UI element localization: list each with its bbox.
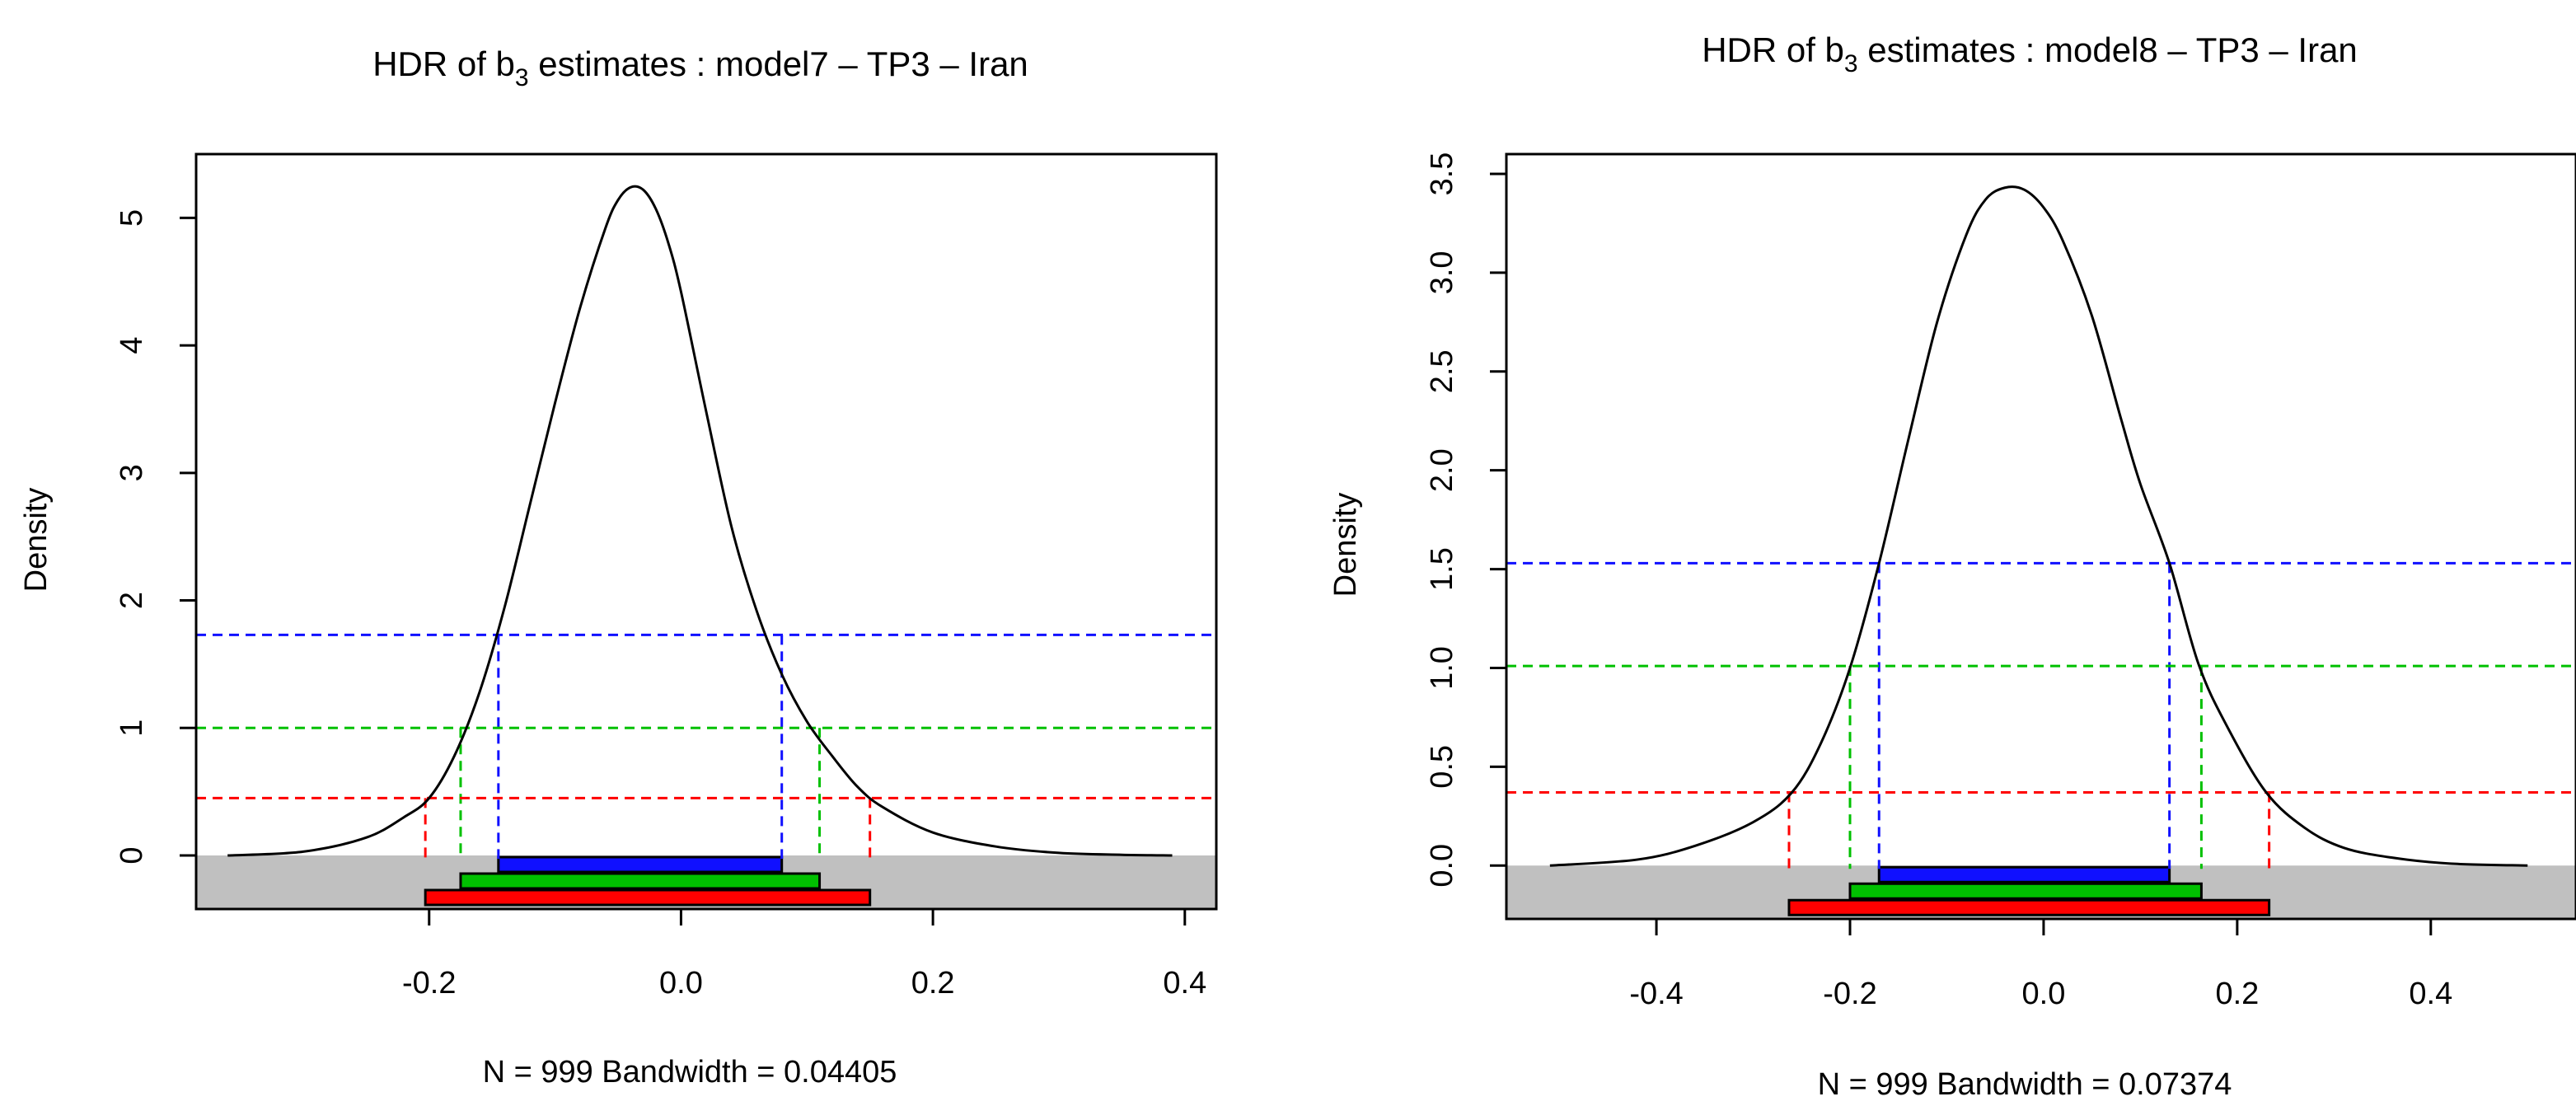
- x-tick-label: 0.4: [2409, 977, 2452, 1011]
- y-tick-label: 2: [115, 592, 149, 609]
- chart-panel-2: -0.4 -0.2 0.0 0.2 0.4 0.0 0.5 1.0 1.5 2.0 2.5 3.0 3.…: [1328, 30, 2576, 1102]
- y-tick-label: 2.5: [1425, 349, 1459, 393]
- y-tick-label: 1: [115, 719, 149, 737]
- x-tick-label: -0.2: [1823, 977, 1876, 1011]
- y-axis: 0 1 2 3 4 5: [115, 209, 198, 865]
- y-axis-label: Density: [1328, 493, 1363, 597]
- hdr-bar-95: [459, 872, 822, 890]
- x-axis: -0.2 0.0 0.2 0.4: [402, 907, 1206, 1001]
- y-tick-label: 3.0: [1425, 251, 1459, 294]
- chart-title: HDR of b3 estimates : model8 – TP3 – Ira…: [1702, 30, 2358, 77]
- x-tick-label: 0.4: [1163, 966, 1206, 1001]
- x-axis-label: N = 999 Bandwidth = 0.07374: [1818, 1067, 2232, 1102]
- hdr-bar-50: [497, 855, 784, 874]
- x-tick-label: 0.0: [659, 966, 703, 1001]
- y-tick-label: 5: [115, 209, 149, 227]
- hdr-bar-95: [1848, 882, 2203, 900]
- y-tick-label: 0.5: [1425, 745, 1459, 789]
- x-axis: -0.4 -0.2 0.0 0.2 0.4: [1629, 917, 2452, 1011]
- plot-frame: [194, 152, 1218, 911]
- hdr-bar-99: [424, 888, 872, 907]
- density-curve: [227, 185, 1173, 857]
- chart-title: HDR of b3 estimates : model7 – TP3 – Ira…: [372, 45, 1028, 91]
- y-axis-label: Density: [19, 488, 54, 593]
- plot-frame: [1505, 152, 2576, 921]
- y-tick-label: 0.0: [1425, 844, 1459, 888]
- y-tick-label: 1.5: [1425, 547, 1459, 591]
- y-tick-label: 4: [115, 337, 149, 354]
- density-curve: [1549, 185, 2528, 867]
- x-tick-label: -0.4: [1629, 977, 1683, 1011]
- x-tick-label: 0.0: [2022, 977, 2066, 1011]
- chart-panel-1: -0.2 0.0 0.2 0.4 0 1 2 3 4 5 HDR of b3 estimates :…: [19, 45, 1218, 1090]
- y-tick-label: 3.5: [1425, 152, 1459, 196]
- x-tick-label: 0.2: [2215, 977, 2259, 1011]
- y-tick-label: 3: [115, 464, 149, 481]
- x-axis-label: N = 999 Bandwidth = 0.04405: [483, 1055, 897, 1090]
- hdr-bar-99: [1787, 898, 2271, 916]
- x-tick-label: 0.2: [911, 966, 955, 1001]
- hdr-bar-50: [1877, 865, 2171, 883]
- y-tick-label: 2.0: [1425, 448, 1459, 492]
- y-axis: 0.0 0.5 1.0 1.5 2.0 2.5 3.0 3.5: [1425, 152, 1508, 888]
- x-tick-label: -0.2: [402, 966, 456, 1001]
- y-tick-label: 0: [115, 846, 149, 864]
- y-tick-label: 1.0: [1425, 646, 1459, 690]
